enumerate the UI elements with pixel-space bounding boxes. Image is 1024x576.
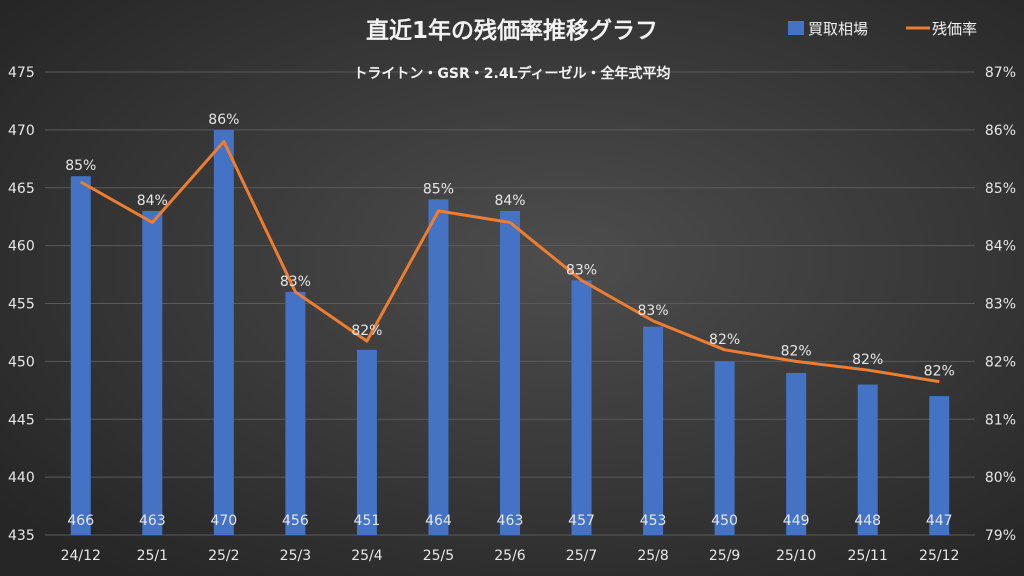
bar [643, 326, 664, 535]
y-right-tick-label: 82% [985, 354, 1016, 370]
y-left-tick-label: 450 [8, 354, 35, 370]
x-tick-label: 25/7 [566, 548, 597, 564]
y-left-tick-label: 465 [8, 181, 35, 197]
y-right-tick-label: 85% [985, 181, 1016, 197]
chart-title: 直近1年の残価率推移グラフ [366, 17, 658, 44]
bar [142, 210, 163, 535]
line-data-label: 83% [566, 262, 597, 278]
bar-data-label: 450 [711, 513, 738, 529]
chart-subtitle: トライトン・GSR・2.4Lディーゼル・全年式平均 [353, 65, 670, 82]
line-data-label: 82% [351, 323, 382, 339]
legend: 買取相場 残価率 [788, 20, 977, 38]
x-tick-label: 25/5 [423, 548, 454, 564]
line-data-label: 83% [638, 303, 669, 319]
bar [857, 384, 878, 535]
bar-data-label: 453 [640, 513, 667, 529]
y-left-tick-label: 455 [8, 297, 35, 313]
bar-data-label: 451 [354, 513, 381, 529]
y-left-tick-label: 440 [8, 470, 35, 486]
rate-line [80, 139, 940, 384]
line-data-label: 82% [852, 352, 883, 368]
y-right-tick-label: 81% [985, 412, 1016, 428]
y-left-tick-label: 460 [8, 239, 35, 255]
x-tick-label: 25/12 [919, 548, 959, 564]
bar-data-label: 447 [926, 513, 953, 529]
bar-data-label: 463 [497, 513, 524, 529]
line-data-label: 86% [208, 112, 239, 128]
bar [571, 280, 592, 535]
y-right-tick-label: 80% [985, 470, 1016, 486]
bar [500, 210, 520, 535]
line-data-label: 85% [65, 158, 96, 174]
y-left-tick-label: 445 [8, 412, 35, 428]
bar [786, 372, 807, 535]
x-tick-label: 25/3 [280, 548, 311, 564]
line-data-label: 82% [709, 332, 740, 348]
bar [929, 396, 950, 535]
legend-bar-swatch [788, 21, 804, 35]
bar-data-label: 448 [854, 513, 881, 529]
line-data-label: 82% [924, 364, 955, 380]
y-right-tick-label: 87% [985, 65, 1016, 81]
x-tick-label: 25/8 [637, 548, 668, 564]
bar-data-label: 457 [568, 513, 595, 529]
bar [285, 291, 306, 535]
line-data-label: 85% [423, 181, 454, 197]
bar-data-label: 463 [139, 513, 166, 529]
y-left-tick-label: 475 [8, 65, 35, 81]
y-right-tick-label: 79% [985, 528, 1016, 544]
x-tick-label: 24/12 [61, 548, 101, 564]
bar [213, 129, 234, 535]
x-tick-label: 25/1 [137, 548, 168, 564]
y-left-tick-label: 470 [8, 123, 35, 139]
y-right-tick-label: 86% [985, 123, 1016, 139]
y-left-tick-label: 435 [8, 528, 35, 544]
x-tick-label: 25/6 [494, 548, 526, 564]
y-right-tick-label: 84% [985, 239, 1016, 255]
line-data-label: 84% [494, 193, 525, 209]
x-tick-label: 25/4 [351, 548, 383, 564]
legend-bar-label: 買取相場 [808, 20, 868, 38]
bar-data-label: 456 [282, 513, 309, 529]
x-tick-label: 25/9 [709, 548, 740, 564]
bar [428, 199, 449, 535]
bar [356, 349, 377, 535]
bar [714, 361, 735, 535]
bar-data-label: 464 [425, 513, 452, 529]
bar-data-label: 466 [67, 513, 94, 529]
bar-data-label: 470 [210, 513, 237, 529]
y-right-tick-label: 83% [985, 297, 1016, 313]
x-tick-label: 25/10 [776, 548, 816, 564]
line-data-label: 84% [137, 193, 168, 209]
x-tick-label: 25/2 [208, 548, 239, 564]
legend-line-label: 残価率 [932, 20, 977, 38]
bar [70, 176, 91, 536]
line-data-label: 83% [280, 274, 311, 290]
line-data-label: 82% [781, 343, 812, 359]
x-tick-label: 25/11 [848, 548, 888, 564]
bar-data-label: 449 [783, 513, 810, 529]
